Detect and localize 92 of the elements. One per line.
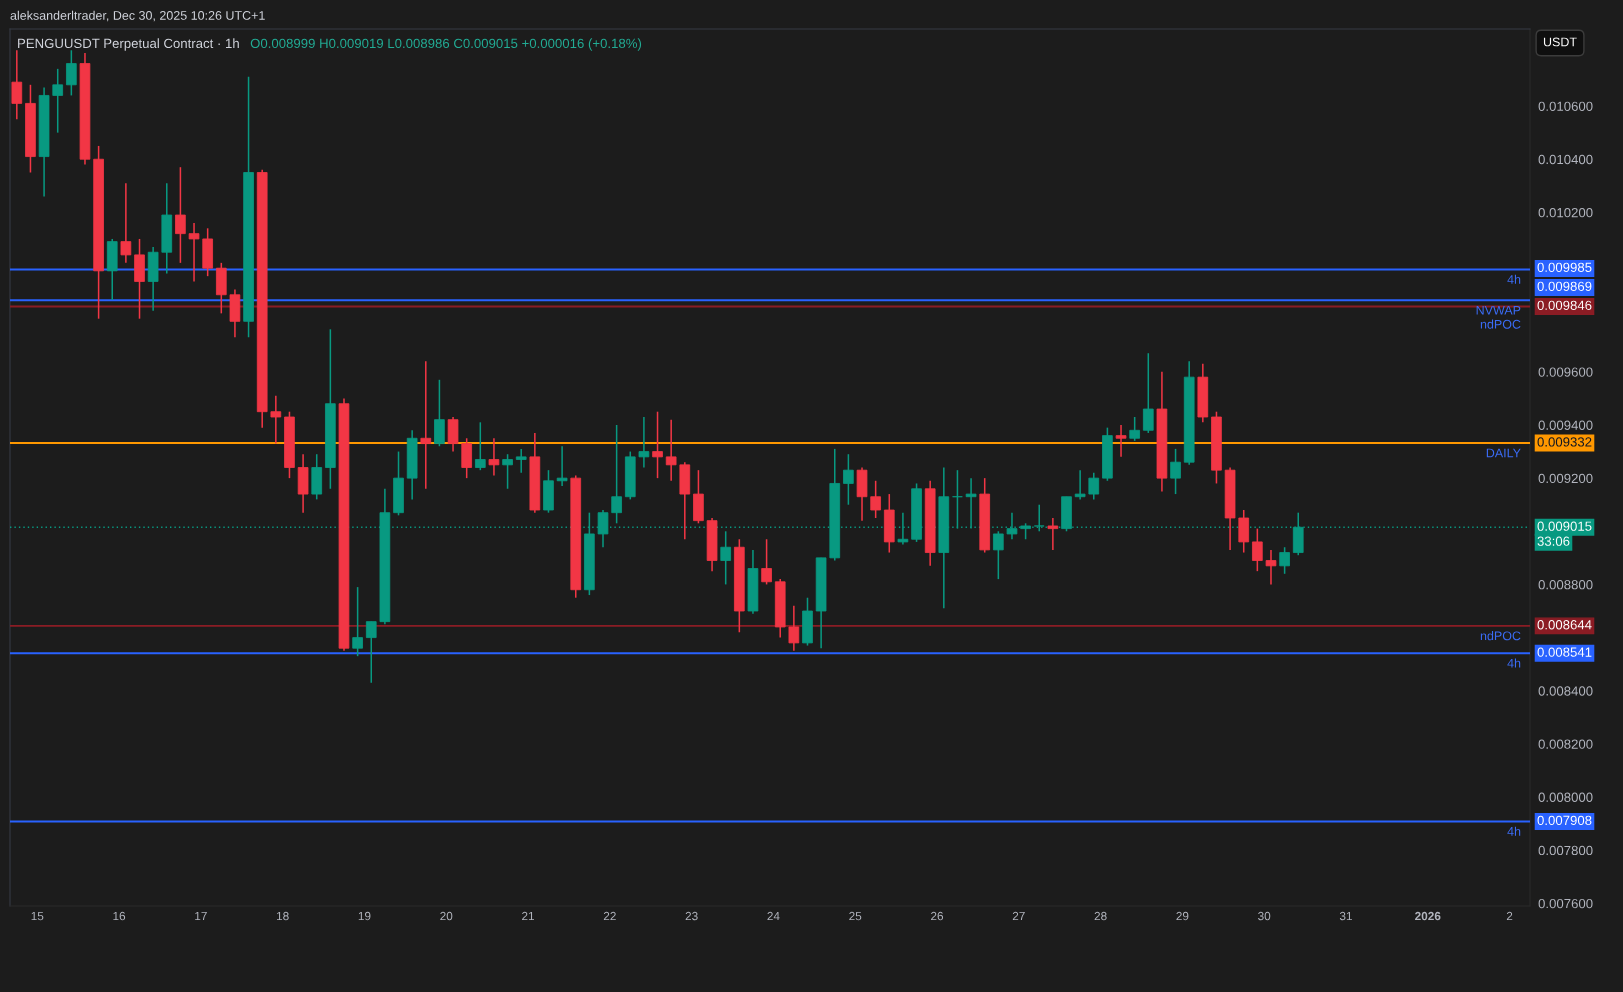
candlestick — [638, 416, 650, 469]
candlestick — [461, 437, 473, 479]
y-tick-label: 0.009400 — [1538, 420, 1593, 430]
x-tick-label: 29 — [1176, 911, 1189, 921]
annotation: 4h — [1507, 274, 1521, 284]
candlestick — [420, 360, 432, 490]
candlestick — [365, 620, 377, 684]
candlestick — [502, 453, 513, 490]
candlestick — [175, 166, 186, 264]
x-tick-label: 2026 — [1415, 911, 1441, 921]
legend-label: 0.009869 — [1537, 281, 1592, 291]
annotation: 4h — [1507, 658, 1521, 668]
candlestick — [352, 586, 363, 657]
candlestick — [1279, 546, 1290, 575]
y-tick-label: 0.010400 — [1538, 154, 1593, 165]
candlestick — [515, 448, 527, 474]
ref-line-label: 0.009332 — [1537, 437, 1592, 447]
ref-line-label: 0.009015 — [1537, 521, 1592, 531]
candlestick — [434, 379, 445, 448]
candlestick — [965, 477, 977, 530]
x-tick-label: 30 — [1258, 911, 1271, 921]
candlestick — [952, 469, 963, 530]
annotation: DAILY — [1486, 448, 1521, 458]
annotation: ndPOC — [1480, 631, 1521, 641]
candlestick — [1129, 416, 1140, 442]
y-tick-label: 0.007800 — [1538, 845, 1593, 856]
x-tick-label: 21 — [522, 911, 535, 921]
candlestick — [120, 182, 132, 264]
text: O0.008999 H0.009019 L0.008986 C0.009015 +0.000016 (+0.18%) — [250, 38, 642, 51]
candlestick — [761, 538, 772, 586]
candlestick — [652, 410, 663, 479]
x-tick-label: 25 — [849, 911, 862, 921]
x-tick-label: 23 — [685, 911, 698, 921]
x-tick-label: 28 — [1094, 911, 1107, 921]
annotation: ndPOC — [1480, 319, 1521, 329]
annotation: 4h — [1507, 826, 1521, 836]
y-tick-label: 0.007600 — [1538, 898, 1593, 909]
x-tick-label: 27 — [1012, 911, 1025, 921]
x-tick-label: 15 — [31, 911, 44, 921]
x-tick-label: 16 — [113, 911, 126, 921]
y-tick-label: 0.009200 — [1538, 473, 1593, 484]
candlestick — [1238, 509, 1250, 554]
candlestick — [1252, 527, 1263, 572]
y-tick-label: 0.009600 — [1538, 367, 1593, 377]
candlestick — [1265, 549, 1277, 586]
y-tick-label: 0.008200 — [1538, 739, 1593, 749]
candlestick — [66, 49, 77, 97]
candlestick — [188, 222, 200, 283]
candlestick — [788, 604, 800, 652]
candlestick — [1115, 424, 1127, 458]
candlestick — [1074, 469, 1086, 501]
candlestick — [1047, 517, 1059, 551]
text: 33:06 — [1537, 536, 1570, 546]
candlestick — [1088, 472, 1100, 501]
candlestick — [993, 530, 1004, 580]
y-tick-label: 0.008000 — [1538, 792, 1593, 802]
y-tick-label: 0.010200 — [1538, 207, 1593, 218]
y-axis-title: USDT — [1543, 37, 1577, 47]
candlestick — [11, 49, 23, 121]
candlestick — [556, 445, 568, 487]
x-tick-label: 22 — [603, 911, 616, 921]
annotation: NVWAP — [1476, 305, 1521, 315]
x-tick-label: 24 — [767, 911, 780, 921]
ref-line-label: 0.009846 — [1537, 300, 1592, 310]
y-tick-label: 0.008400 — [1538, 686, 1593, 696]
ref-line-label: 0.007908 — [1537, 815, 1592, 826]
text: PENGUUSDT Perpetual Contract · 1h — [18, 38, 239, 51]
candlestick — [474, 421, 486, 471]
text: aleksanderltrader, Dec 30, 2025 10:26 UTC+1 — [10, 10, 265, 22]
candlestick — [870, 480, 881, 519]
candlestick — [720, 530, 732, 586]
y-tick-label: 0.010600 — [1538, 101, 1593, 111]
candlestick — [52, 68, 64, 134]
candlestick — [611, 424, 622, 525]
ref-line-label: 0.009985 — [1537, 262, 1592, 272]
candlestick — [1170, 448, 1181, 495]
candlestick — [1142, 352, 1154, 434]
x-tick-label: 2 — [1506, 911, 1513, 921]
candlestick — [665, 418, 677, 482]
x-tick-label: 20 — [440, 911, 453, 921]
candlestick — [447, 416, 459, 453]
x-tick-label: 17 — [195, 911, 207, 921]
x-tick-label: 19 — [358, 911, 371, 921]
candlestick — [270, 394, 282, 445]
x-tick-label: 26 — [931, 911, 944, 921]
ref-line-label: 0.008541 — [1537, 647, 1592, 657]
candlestick — [488, 437, 500, 477]
y-tick-label: 0.008800 — [1538, 580, 1593, 590]
x-tick-label: 31 — [1339, 911, 1352, 921]
ref-line-label: 0.008644 — [1537, 620, 1592, 630]
x-tick-label: 18 — [276, 911, 289, 921]
candlestick — [843, 453, 854, 506]
